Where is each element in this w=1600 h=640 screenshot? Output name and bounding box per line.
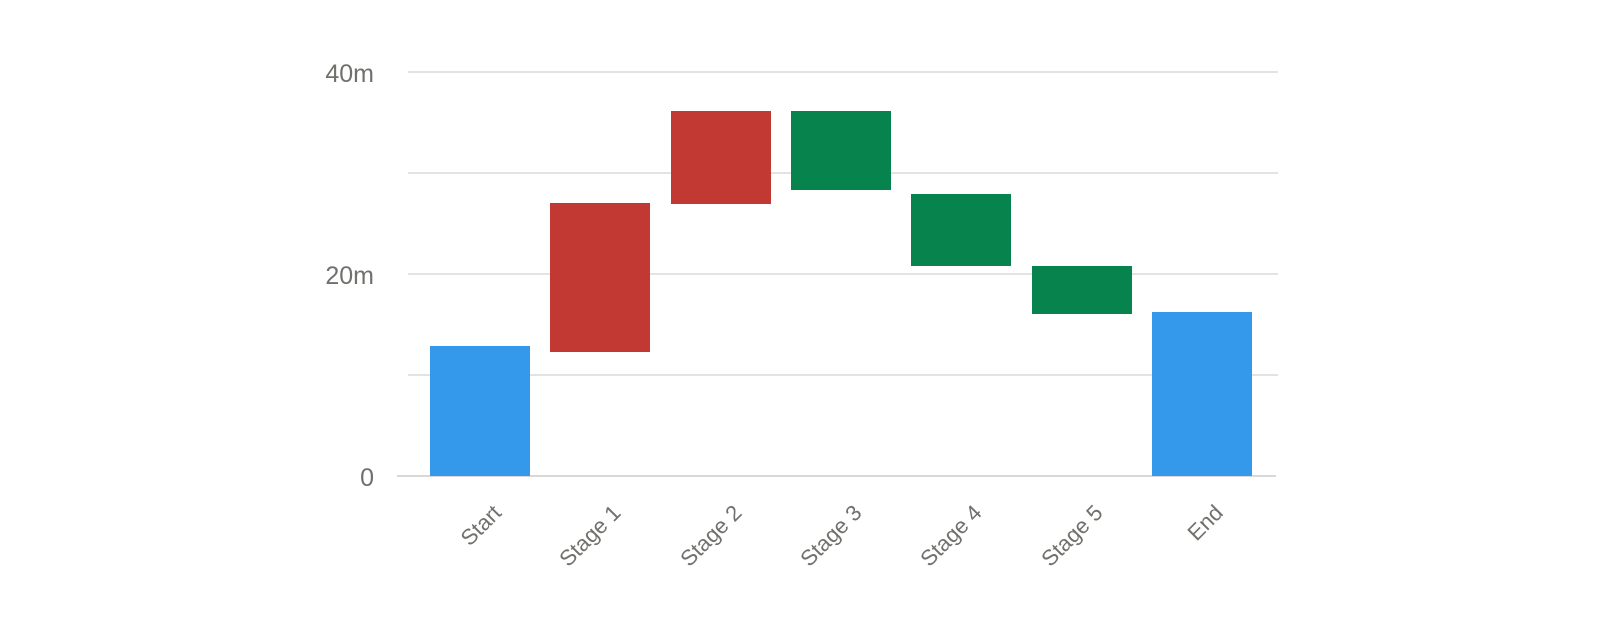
- gridline-0: [397, 475, 1276, 477]
- bar-stage-4[interactable]: [911, 194, 1012, 266]
- x-axis-label-stage-2: Stage 2: [674, 500, 747, 572]
- y-tick-label-0: 0: [360, 464, 374, 492]
- bar-stage-3[interactable]: [790, 111, 891, 191]
- y-tick-label-20m: 20m: [325, 262, 374, 290]
- gridline-20m: [408, 273, 1278, 275]
- x-axis-label-stage-4: Stage 4: [915, 500, 987, 572]
- bar-start[interactable]: [429, 345, 530, 476]
- gridline-40m: [408, 71, 1278, 73]
- x-axis-label-stage-5: Stage 5: [1035, 500, 1108, 572]
- x-axis-label-stage-1: Stage 1: [554, 500, 626, 572]
- bar-end[interactable]: [1151, 312, 1252, 476]
- bar-stage-5[interactable]: [1031, 265, 1132, 315]
- x-axis-label-stage-3: Stage 3: [795, 500, 867, 572]
- gridline-10: [408, 374, 1278, 376]
- bar-stage-2[interactable]: [670, 111, 771, 205]
- x-axis-label-end: End: [1182, 500, 1228, 546]
- y-tick-label-40m: 40m: [325, 60, 374, 88]
- x-axis-label-start: Start: [455, 500, 506, 551]
- bar-stage-1[interactable]: [550, 203, 651, 352]
